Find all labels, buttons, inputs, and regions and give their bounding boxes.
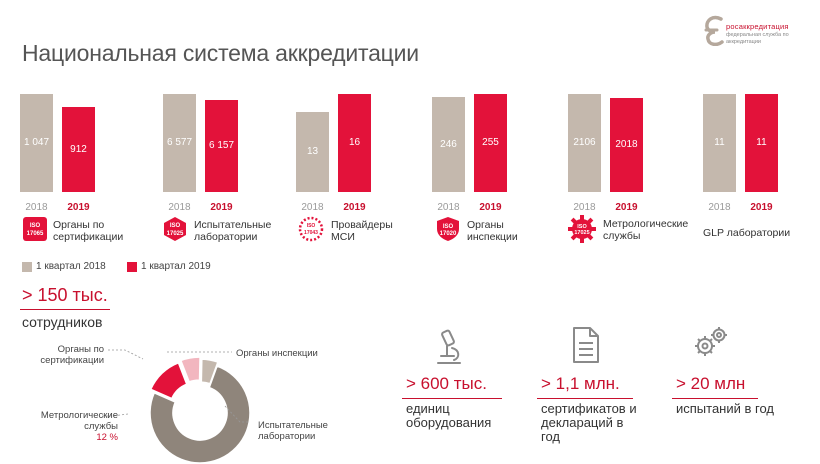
bar-year-label: 2019 <box>67 202 90 213</box>
svg-text:17025: 17025 <box>574 230 589 236</box>
logo-icon <box>704 15 724 46</box>
kpi-employees-underline <box>20 309 110 310</box>
bar-2019-3 <box>474 94 507 192</box>
legend-label-2018: 1 квартал 2018 <box>36 261 106 272</box>
category-label-certification: Органы по сертификации <box>53 219 153 243</box>
logo-subtitle: федеральная служба по аккредитации <box>726 32 789 45</box>
bar-value-label: 11 <box>756 137 767 148</box>
microscope-icon <box>437 329 461 364</box>
bar-2018-1 <box>163 94 196 192</box>
category-label-text: Испытательные лаборатории <box>194 219 272 243</box>
kpi-certificates-underline <box>537 398 633 399</box>
iso17025-badge-icon: ISO 17025 <box>164 217 186 241</box>
svg-text:ISO: ISO <box>170 223 181 229</box>
svg-text:ISO: ISO <box>30 223 41 229</box>
bar-value-label: 11 <box>714 137 725 148</box>
iso17065-badge-icon: ISO 17065 <box>23 217 47 241</box>
bar-value-label: 255 <box>482 137 499 148</box>
kpi-employees-label: сотрудников <box>22 314 103 330</box>
category-label-text: Органы по сертификации <box>53 219 124 243</box>
bar-value-label: 13 <box>306 146 319 157</box>
bar-2018-5 <box>703 94 736 192</box>
category-label-text: Органы инспекции <box>467 219 518 243</box>
category-label-text: Метрологические службы <box>603 218 689 242</box>
iso17020-badge-icon: ISO 17020 <box>437 217 459 241</box>
bar-2019-5 <box>745 94 778 192</box>
legend-swatch-2018 <box>22 262 32 272</box>
svg-text:17065: 17065 <box>27 231 44 237</box>
bar-year-label: 2018 <box>168 202 191 213</box>
kpi-equipment-underline <box>402 398 502 399</box>
pie-value-metrology: 12 % <box>96 432 118 443</box>
bar-chart: 1 047 2018 912 2019 6 577 2018 6 157 2019 13 2018… <box>20 94 778 213</box>
category-label-inspection: Органы инспекции <box>467 219 527 243</box>
pie-chart <box>149 356 250 464</box>
bar-2018-4 <box>568 94 601 192</box>
bar-year-label: 2018 <box>25 202 48 213</box>
bar-value-label: 2018 <box>615 139 638 150</box>
bar-year-label: 2018 <box>708 202 731 213</box>
page-title: Национальная система аккредитации <box>22 40 419 66</box>
kpi-certificates-label: сертификатов и деклараций в год <box>541 401 637 444</box>
bar-year-label: 2018 <box>573 202 596 213</box>
bar-year-label: 2019 <box>210 202 233 213</box>
legend-swatch-2019 <box>127 262 137 272</box>
bar-value-label: 912 <box>70 143 87 155</box>
document-icon <box>573 327 599 363</box>
svg-text:17025: 17025 <box>167 231 184 237</box>
pie-slice-metrology <box>149 361 188 400</box>
bar-year-label: 2019 <box>343 202 366 213</box>
kpi-certificates-value: > 1,1 млн. <box>541 374 620 393</box>
pie-callouts <box>100 349 250 423</box>
bar-year-label: 2018 <box>437 202 460 213</box>
category-label-text: Провайдеры МСИ <box>331 219 393 243</box>
kpi-tests-underline <box>672 398 758 399</box>
category-label-glp: GLP лаборатории <box>703 227 790 239</box>
bar-value-label: 16 <box>348 137 361 148</box>
pie-label-certification: Органы по сертификации <box>40 344 104 366</box>
svg-text:ISO: ISO <box>577 224 587 230</box>
kpi-tests-value: > 20 млн <box>676 374 746 393</box>
kpi-tests-label: испытаний в год <box>676 401 775 416</box>
svg-text:ISO: ISO <box>443 224 454 230</box>
iso17043-badge-icon: ISO 17043 <box>298 216 324 242</box>
category-label-metrology: Метрологические службы <box>603 218 698 242</box>
legend-label-2019: 1 квартал 2019 <box>141 261 211 272</box>
logo-name: росаккредитация <box>726 22 789 31</box>
bar-2019-4 <box>610 98 643 192</box>
category-label-text: GLP лаборатории <box>703 227 791 239</box>
category-label-labs: Испытательные лаборатории <box>194 219 282 243</box>
kpi-equipment-value: > 600 тыс. <box>406 374 487 393</box>
bar-year-label: 2018 <box>301 202 324 213</box>
bar-year-label: 2019 <box>479 202 502 213</box>
pie-slice-labs <box>149 365 250 464</box>
bar-2019-0 <box>62 107 95 192</box>
bar-2018-2 <box>296 112 329 192</box>
bar-2019-1 <box>205 100 238 192</box>
pie-label-inspection: Органы инспекции <box>236 348 318 359</box>
bar-year-label: 2019 <box>750 202 773 213</box>
category-label-pt-providers: Провайдеры МСИ <box>331 219 401 243</box>
bar-value-label: 6 157 <box>208 140 235 151</box>
gears-icon <box>695 327 727 356</box>
bar-value-label: 246 <box>440 138 457 150</box>
pie-label-labs: Испытательные лаборатории <box>258 420 328 442</box>
kpi-equipment-label: единиц оборудования <box>406 401 492 430</box>
bar-2018-3 <box>432 97 465 192</box>
bar-value-label: 6 577 <box>166 137 193 148</box>
kpi-employees-value: > 150 тыс. <box>22 285 108 305</box>
iso17025-gear-badge-icon: ISO 17025 <box>568 215 596 243</box>
bar-value-label: 2106 <box>573 137 596 148</box>
pie-slice-certification <box>179 356 201 383</box>
pie-slice-inspection <box>200 358 219 385</box>
svg-text:ISO: ISO <box>307 223 316 229</box>
bar-value-label: 1 047 <box>23 137 50 148</box>
pie-label-metrology: Метрологические службы <box>40 410 118 432</box>
bar-2019-2 <box>338 94 371 192</box>
bar-year-label: 2019 <box>615 202 638 213</box>
svg-text:17043: 17043 <box>304 230 318 236</box>
bar-2018-0 <box>20 94 53 192</box>
svg-text:17020: 17020 <box>440 231 457 237</box>
